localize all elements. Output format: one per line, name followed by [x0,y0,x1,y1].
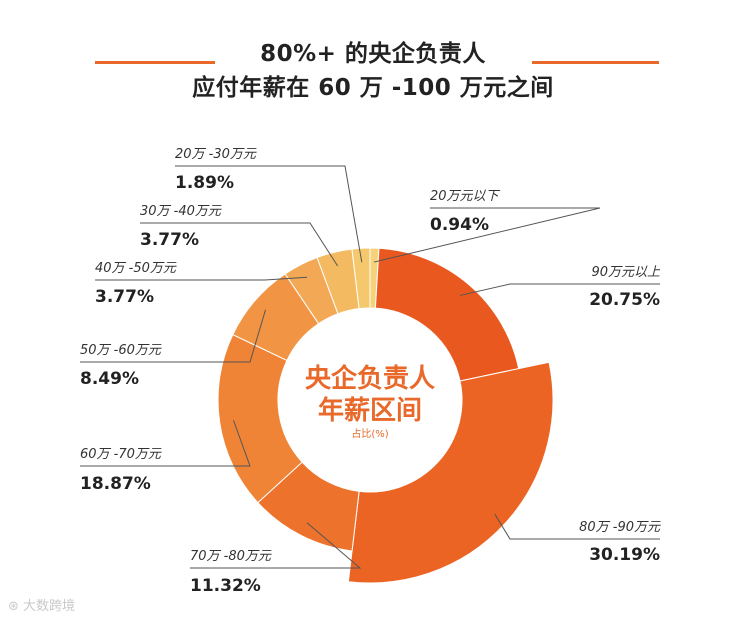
center-label-line1: 央企负责人 [305,363,435,394]
slice-label-1: 90万元以上 [591,265,661,280]
slice-value-0: 0.94% [430,215,489,235]
slice-label-3: 70万 -80万元 [190,549,272,564]
title-rule-right [532,61,659,64]
slice-label-6: 40万 -50万元 [95,261,177,276]
slices-group [217,247,554,584]
watermark: ⊛ 大数跨境 [8,595,75,614]
slice-value-8: 1.89% [175,173,234,193]
slice-value-7: 3.77% [140,230,199,250]
leader-lines-group [80,165,660,569]
leader-line-6 [95,276,308,281]
slice-label-7: 30万 -40万元 [140,204,222,219]
leader-line-0 [373,207,601,263]
slice-label-2: 80万 -90万元 [579,520,661,535]
donut-hole [278,308,462,492]
labels-group: 20万元以下 0.94% 90万元以上 20.75% 80万 -90万元 30.19% 70… [80,147,661,596]
leader-line-8 [175,165,363,263]
slice-value-2: 30.19% [589,545,660,565]
center-label-line3: 占比(%) [351,427,388,440]
slice-value-3: 11.32% [190,576,261,596]
leader-line-4 [80,420,251,467]
leader-line-5 [80,309,266,363]
center-label-line2: 年薪区间 [318,395,422,426]
slice-label-4: 60万 -70万元 [80,447,162,462]
slice-label-5: 50万 -60万元 [80,343,162,358]
watermark-icon: ⊛ [8,599,24,614]
slice-label-0: 20万元以下 [430,189,501,204]
leader-line-3 [190,522,362,569]
leader-line-2 [494,513,660,540]
slice-value-4: 18.87% [80,474,151,494]
chart-title-line2: 应付年薪在 60 万 -100 万元之间 [192,75,554,101]
chart-title-line1: 80%+ 的央企负责人 [260,41,486,67]
slice-value-6: 3.77% [95,287,154,307]
slice-value-5: 8.49% [80,369,139,389]
title-rule-left [95,61,215,64]
watermark-text: 大数跨境 [23,599,76,614]
leader-line-1 [459,283,660,296]
slice-label-8: 20万 -30万元 [175,147,257,162]
leader-line-7 [140,222,338,267]
slice-value-1: 20.75% [589,290,660,310]
